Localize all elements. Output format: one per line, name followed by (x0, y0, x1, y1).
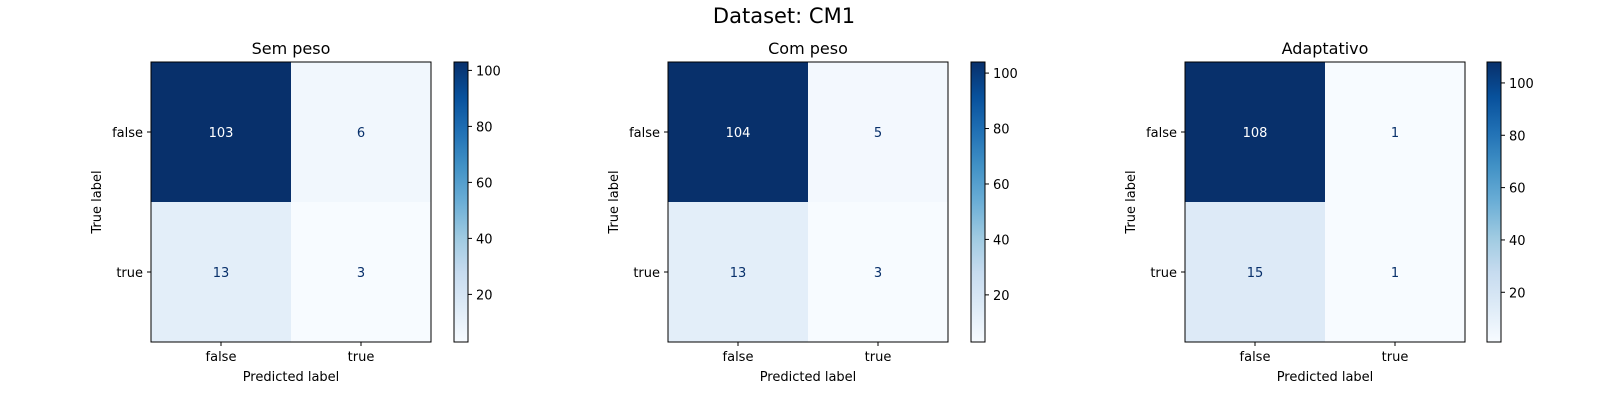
colorbar: 20 40 60 80 100 (1486, 61, 1534, 343)
confusion-matrix-1: Sem peso 103 6 13 3 false true false true Predict… (90, 39, 501, 385)
cell-value-label: 15 (1247, 266, 1264, 281)
colorbar-gradient (1486, 61, 1502, 343)
y-axis-label: True label (607, 170, 622, 234)
colorbar-tick-label: 40 (476, 232, 493, 247)
x-tick-label: false (206, 350, 237, 365)
cell-value-label: 3 (357, 266, 365, 281)
heatmap-cell (808, 62, 948, 202)
cell-value-label: 103 (209, 126, 234, 141)
colorbar: 20 40 60 80 100 (970, 61, 1018, 343)
x-axis-label: Predicted label (1277, 370, 1374, 385)
axes-frame (1184, 61, 1466, 343)
cell-value-label: 1 (1391, 126, 1399, 141)
y-axis-label: True label (90, 170, 105, 234)
cell-value-label: 5 (874, 126, 882, 141)
panel-title: Sem peso (252, 39, 331, 58)
cell-value-label: 3 (874, 266, 882, 281)
colorbar-gradient (970, 61, 986, 343)
colorbar: 20 40 60 80 100 (453, 61, 501, 343)
heatmap-cell (668, 202, 808, 342)
colorbar-tick-label: 100 (993, 67, 1018, 82)
colorbar-tick-label: 20 (1509, 286, 1526, 301)
axes-frame (667, 61, 949, 343)
colorbar-tick-label: 80 (993, 123, 1010, 138)
y-tick-label: true (116, 266, 143, 281)
colorbar-tick-label: 100 (476, 64, 501, 79)
heatmap-cell (151, 62, 291, 202)
heatmap-cell (1185, 62, 1325, 202)
colorbar-tick-label: 20 (476, 288, 493, 303)
heatmap-cell (291, 62, 431, 202)
x-axis-label: Predicted label (243, 370, 340, 385)
colorbar-tick-label: 60 (476, 176, 493, 191)
cell-value-label: 13 (730, 266, 747, 281)
y-tick-label: false (629, 126, 660, 141)
panel-title: Com peso (768, 39, 848, 58)
colorbar-tick-label: 80 (1509, 129, 1526, 144)
y-tick-label: false (1146, 126, 1177, 141)
colorbar-tick-label: 20 (993, 289, 1010, 304)
axes-frame (150, 61, 432, 343)
colorbar-tick-label: 60 (1509, 182, 1526, 197)
colorbar-tick-label: 40 (1509, 234, 1526, 249)
y-tick-label: false (112, 126, 143, 141)
heatmap-cell (291, 202, 431, 342)
y-tick-label: true (1150, 266, 1177, 281)
x-tick-label: true (865, 350, 892, 365)
colorbar-gradient (453, 61, 469, 343)
y-tick-label: true (633, 266, 660, 281)
confusion-matrix-3: Adaptativo 108 1 15 1 false true false true Predi… (1124, 39, 1534, 385)
cell-value-label: 104 (726, 126, 751, 141)
figure-title: Dataset: CM1 (713, 4, 855, 28)
cell-value-label: 1 (1391, 266, 1399, 281)
x-axis-label: Predicted label (760, 370, 857, 385)
heatmap-cell (1325, 202, 1465, 342)
panel-title: Adaptativo (1282, 39, 1369, 58)
cell-value-label: 6 (357, 126, 365, 141)
heatmap-cell (1325, 62, 1465, 202)
x-tick-label: true (1382, 350, 1409, 365)
confusion-matrix-2: Com peso 104 5 13 3 false true false true Predict… (607, 39, 1018, 385)
colorbar-tick-label: 80 (476, 120, 493, 135)
x-tick-label: false (1240, 350, 1271, 365)
colorbar-tick-label: 100 (1509, 77, 1534, 92)
cell-value-label: 108 (1243, 126, 1268, 141)
heatmap-cell (151, 202, 291, 342)
x-tick-label: false (723, 350, 754, 365)
x-tick-label: true (348, 350, 375, 365)
colorbar-tick-label: 40 (993, 233, 1010, 248)
heatmap-cell (1185, 202, 1325, 342)
colorbar-tick-label: 60 (993, 178, 1010, 193)
y-axis-label: True label (1124, 170, 1139, 234)
heatmap-cell (808, 202, 948, 342)
heatmap-cell (668, 62, 808, 202)
cell-value-label: 13 (213, 266, 230, 281)
